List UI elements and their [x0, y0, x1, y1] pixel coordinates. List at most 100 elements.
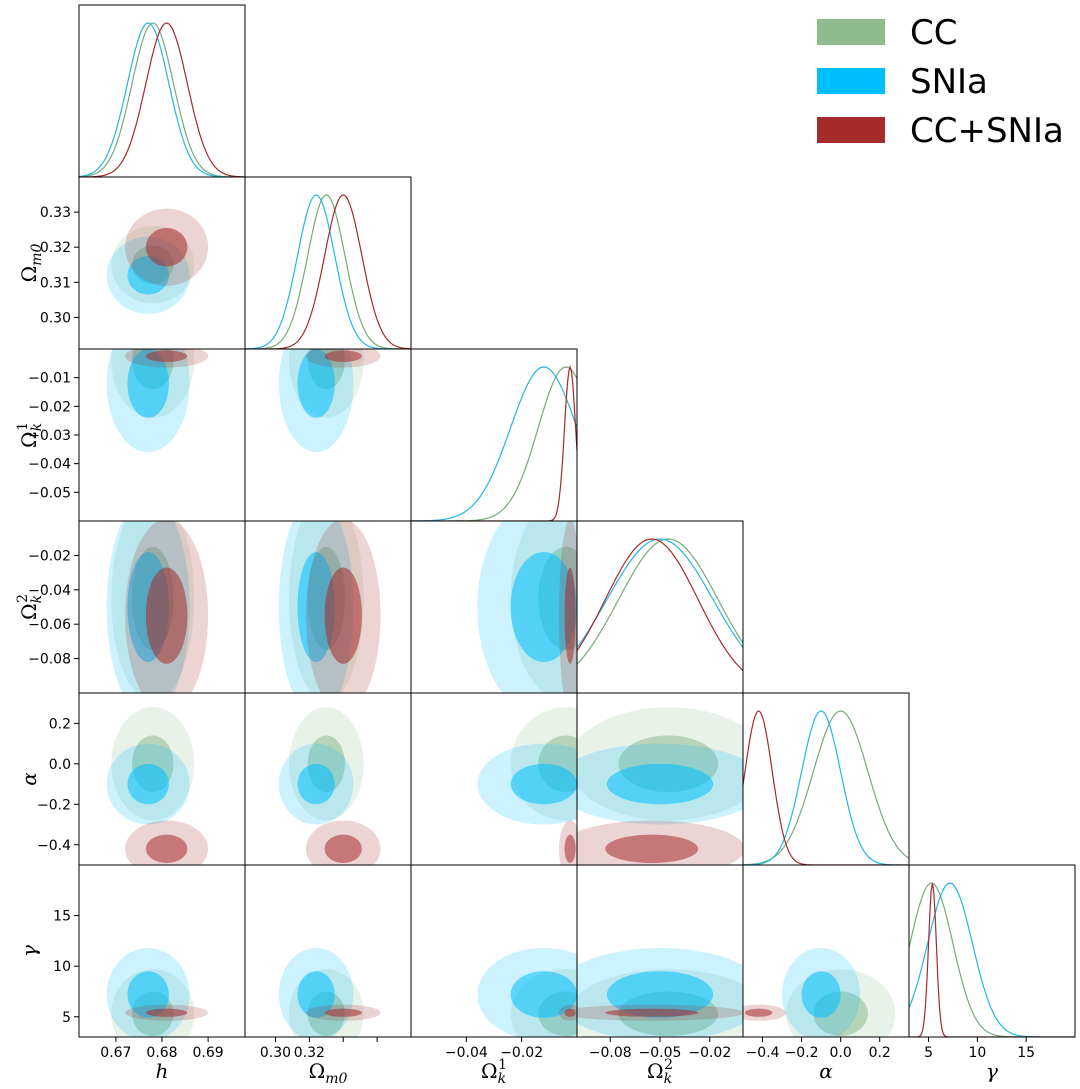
y-axis-label-ok1: Ωk1: [15, 422, 45, 448]
panel-alpha-ok2: [576, 692, 744, 866]
y-tick-label: −0.2: [37, 797, 71, 813]
legend-label-snia: SNIa: [910, 62, 988, 102]
x-axis-label-om: Ωm0: [309, 1059, 348, 1087]
y-tick-label: −0.06: [28, 617, 71, 633]
legend-swatch-cc: [817, 19, 885, 45]
x-tick-label: 10: [968, 1045, 986, 1061]
contour-68-cc-snia: [324, 567, 362, 664]
y-tick-label: 0.2: [49, 716, 71, 732]
panel-content: [577, 947, 743, 1037]
density-line-cc-snia: [79, 22, 245, 177]
x-tick-label: 0.69: [193, 1045, 224, 1061]
contour-68-cc-snia: [324, 350, 362, 362]
panel-content: [245, 194, 411, 349]
contour-68-snia: [510, 551, 577, 663]
contour-68-cc-snia: [145, 227, 188, 267]
x-tick-label: 0.32: [294, 1045, 325, 1061]
panel-content: [106, 349, 209, 453]
contour-68-cc-snia: [564, 834, 576, 863]
contour-68-snia: [127, 349, 169, 418]
x-tick-label: −0.04: [445, 1045, 488, 1061]
panel-ok1-om: [244, 348, 412, 522]
contour-68-cc-snia: [324, 834, 362, 863]
y-tick-label: 15: [53, 909, 71, 925]
panel-gamma-alpha: −0.4 −0.2 0.0 0.2: [742, 864, 910, 1061]
x-axis-label-gamma: γ: [986, 1059, 998, 1083]
y-tick-label: 5: [62, 1010, 71, 1026]
x-tick-label: 0.30: [260, 1045, 291, 1061]
density-line-snia: [743, 710, 909, 865]
panel-ok2-ok1: [410, 520, 578, 694]
y-tick-label: −0.04: [28, 457, 71, 473]
contour-68-cc-snia: [324, 1008, 362, 1017]
y-tick-label: −0.03: [28, 428, 71, 444]
panel-content: [278, 521, 381, 693]
y-tick-label: 10: [53, 959, 71, 975]
panel-content: [79, 22, 245, 177]
density-line-cc-snia: [743, 710, 909, 865]
contour-68-snia: [297, 349, 335, 418]
panel-content: [477, 521, 577, 693]
density-line-cc-snia: [577, 538, 743, 672]
x-tick-label: 15: [1017, 1045, 1035, 1061]
density-line-cc: [79, 22, 245, 177]
panel-alpha-om: [244, 692, 412, 866]
panels: 0.300.310.320.33Ωm0−0.05−0.04−0.03−0.02−…: [15, 4, 1076, 1087]
contour-68-cc-snia: [145, 834, 188, 863]
legend-swatch-cc-snia: [817, 117, 885, 143]
panel-gamma-gamma: 5 10 15: [908, 864, 1076, 1061]
density-line-cc-snia: [245, 194, 411, 349]
x-tick-label: 0.67: [100, 1045, 131, 1061]
y-axis-label-ok2: Ωk2: [15, 594, 45, 620]
y-axis-label-alpha: α: [17, 772, 41, 786]
density-line-snia: [909, 882, 1075, 1037]
density-line-cc-snia: [909, 882, 1075, 1037]
density-line-snia: [245, 194, 411, 349]
contour-68-snia: [127, 971, 169, 1018]
panel-ok2-h: −0.08 −0.06 −0.04 −0.02: [28, 520, 246, 694]
y-tick-label: 0.32: [40, 240, 71, 256]
panel-content: [577, 538, 743, 672]
x-axis-label-ok2: Ωk2: [647, 1057, 673, 1087]
panel-content: [743, 947, 896, 1037]
x-tick-label: 5: [924, 1045, 933, 1061]
contour-68-snia: [127, 763, 169, 805]
contour-68-snia: [297, 551, 335, 663]
y-tick-label: −0.02: [28, 548, 71, 564]
x-tick-label: 0.2: [869, 1045, 891, 1061]
contour-68-snia: [127, 255, 169, 295]
contour-68-snia: [510, 763, 577, 805]
panel-content: [577, 707, 743, 865]
panel-content: [106, 208, 209, 314]
panel-frame: [742, 692, 910, 866]
x-tick-label: −0.08: [589, 1045, 632, 1061]
panel-gamma-ok2: −0.08 −0.05 −0.02: [576, 864, 744, 1061]
x-tick-label: −0.05: [639, 1045, 682, 1061]
y-axis-label-gamma: γ: [17, 945, 41, 957]
contour-68-snia: [801, 971, 841, 1018]
panel-ok1-h: −0.05 −0.04 −0.03 −0.02 −0.01: [28, 348, 246, 522]
legend: CC SNIa CC+SNIa: [817, 13, 1064, 151]
panel-ok1-ok1: [410, 348, 578, 522]
panel-content: [106, 707, 209, 865]
panel-ok2-ok2: [576, 520, 744, 694]
y-tick-label: −0.02: [28, 399, 71, 415]
contour-68-cc-snia: [564, 567, 576, 664]
density-line-snia: [411, 366, 577, 521]
density-line-cc: [411, 366, 577, 521]
panel-content: [278, 707, 381, 865]
density-line-cc: [245, 194, 411, 349]
contour-68-snia: [510, 971, 577, 1018]
panel-frame: [244, 176, 412, 350]
panel-ok2-om: [244, 520, 412, 694]
x-axis-label-ok1: Ωk1: [481, 1057, 507, 1087]
panel-h-h: [78, 4, 246, 178]
panel-content: [909, 882, 1075, 1037]
x-tick-label: 0.68: [146, 1045, 177, 1061]
panel-content: [106, 521, 209, 693]
panel-content: [278, 349, 381, 453]
y-tick-label: 0.33: [40, 205, 71, 221]
y-tick-label: −0.04: [28, 583, 71, 599]
panel-content: [743, 710, 909, 865]
panel-om-h: 0.30 0.31 0.32 0.33: [40, 176, 246, 350]
